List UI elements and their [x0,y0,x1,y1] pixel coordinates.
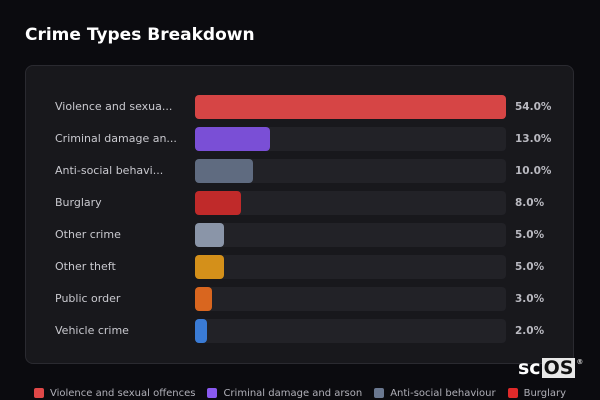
legend-label: Violence and sexual offences [49,387,196,399]
bar-row: Criminal damage an... 13.0% [26,127,573,151]
bar[interactable] [195,191,242,215]
legend-swatch-icon [33,388,44,398]
bar[interactable] [195,95,506,119]
legend-item[interactable]: Criminal damage and arson [207,388,362,399]
bar-percent: 8.0% [515,197,545,209]
bar-label: Other crime [55,228,121,241]
legend-swatch-icon [207,388,218,398]
bar-label: Public order [55,292,121,305]
bar-percent: 10.0% [515,165,552,177]
bar-row: Other crime 5.0% [26,223,573,247]
legend-item[interactable]: Violence and sexual offences [33,387,196,399]
registered-icon: ® [576,358,584,366]
bar-track [195,127,506,151]
bar-label: Violence and sexua... [55,100,173,113]
bar-row: Public order 3.0% [26,287,573,311]
chart-card: Violence and sexua... 54.0% Criminal dam… [25,65,574,364]
bar-track [195,191,506,215]
bar-track [195,95,506,119]
legend-label: Criminal damage and arson [223,387,363,399]
bar-percent: 2.0% [515,325,545,337]
bar[interactable] [195,223,224,247]
watermark-os: OS [541,357,576,379]
legend-swatch-icon [374,388,385,398]
legend-label: Anti-social behaviour [390,387,496,399]
bar-label: Vehicle crime [55,324,129,337]
legend-item[interactable]: Burglary [507,387,567,399]
bar-track [195,159,506,183]
bar-label: Burglary [55,196,102,209]
bar-percent: 54.0% [515,101,552,113]
bar-row: Violence and sexua... 54.0% [26,95,573,119]
bar[interactable] [195,319,207,343]
bar-row: Burglary 8.0% [26,191,573,215]
legend-item[interactable]: Anti-social behaviour [374,387,496,399]
bar-track [195,287,506,311]
bar[interactable] [195,159,253,183]
bar-track [195,319,506,343]
bar-percent: 13.0% [515,133,552,145]
bar-label: Anti-social behavi... [55,164,164,177]
bar-percent: 5.0% [515,229,545,241]
bar-row: Vehicle crime 2.0% [26,319,573,343]
legend-swatch-icon [507,388,518,398]
bar-track [195,223,506,247]
bar[interactable] [195,255,224,279]
bar-row: Anti-social behavi... 10.0% [26,159,573,183]
legend-label: Burglary [523,387,567,399]
watermark-sc: sc [518,357,541,379]
bar-label: Criminal damage an... [55,132,177,145]
bar-track [195,255,506,279]
bar[interactable] [195,287,213,311]
chart-legend: Violence and sexual offences Criminal da… [0,386,600,400]
bar-row: Other theft 5.0% [26,255,573,279]
bar-percent: 5.0% [515,261,545,273]
bar-label: Other theft [55,260,116,273]
chart-title: Crime Types Breakdown [25,25,255,45]
scos-watermark: sc OS ® [518,358,583,378]
bar[interactable] [195,127,270,151]
bar-percent: 3.0% [515,293,545,305]
